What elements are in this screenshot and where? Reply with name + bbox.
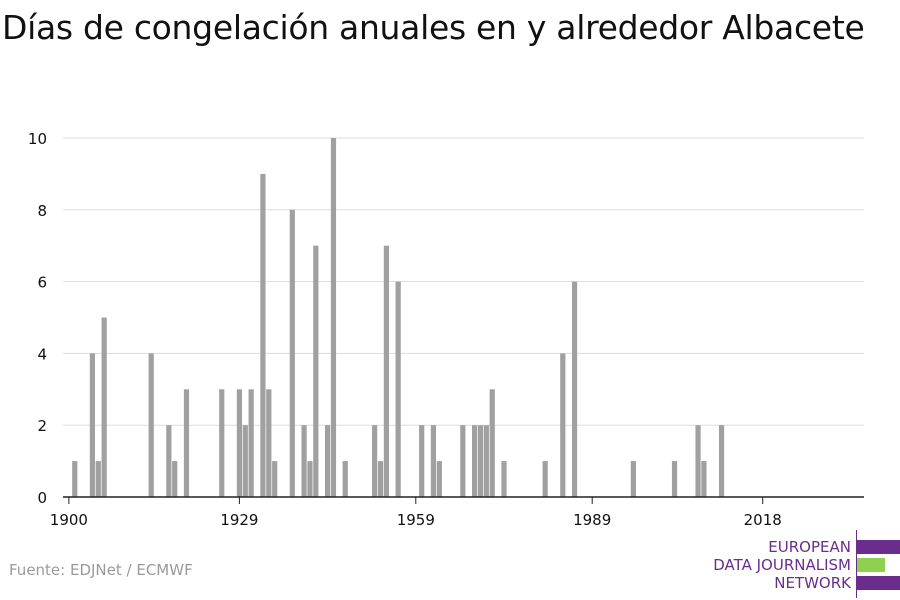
grid-lines [63, 137, 864, 426]
bar [560, 353, 566, 497]
bar [260, 173, 266, 497]
x-tick-label: 1989 [573, 511, 611, 529]
bar [383, 245, 389, 497]
x-tick-label: 1900 [50, 511, 88, 529]
bar [571, 281, 578, 497]
bar [477, 425, 484, 497]
bar [472, 425, 478, 497]
bar [272, 461, 278, 497]
bar [542, 461, 548, 497]
bar [183, 389, 190, 497]
bar [630, 461, 636, 497]
x-tick-labels: 1900 1929 1959 1989 2018 [50, 511, 782, 529]
bar [718, 425, 725, 497]
bar [95, 461, 101, 497]
bar [372, 425, 378, 497]
bar [219, 389, 225, 497]
bar [266, 389, 272, 497]
bar [248, 389, 254, 497]
logo-line-3: NETWORK [774, 574, 851, 592]
bar [395, 281, 401, 497]
bar [148, 353, 154, 497]
bar [501, 461, 507, 497]
bar [166, 425, 172, 497]
y-tick-label: 8 [37, 202, 47, 220]
x-tick-label: 1929 [220, 511, 258, 529]
logo-bar-green [857, 558, 885, 572]
bar [430, 425, 437, 497]
bar [695, 425, 701, 497]
bar [242, 425, 248, 497]
y-tick-label: 10 [28, 130, 47, 148]
logo-line-1: EUROPEAN [768, 538, 851, 556]
bar [377, 461, 384, 497]
bar [89, 353, 95, 497]
logo-bar-purple-top [857, 540, 900, 554]
bar [172, 461, 178, 497]
x-tick-label: 1959 [397, 511, 435, 529]
y-tick-label: 0 [37, 489, 47, 507]
y-tick-labels: 0 2 4 6 8 10 [28, 130, 47, 507]
bar [489, 389, 495, 497]
bar [301, 425, 307, 497]
logo-line-2: DATA JOURNALISM [713, 556, 851, 574]
bar [701, 461, 707, 497]
bar [460, 425, 466, 497]
axes [63, 496, 864, 504]
bar [671, 461, 678, 497]
edjnet-logo: EUROPEAN DATA JOURNALISM NETWORK [700, 530, 900, 600]
bar [313, 245, 319, 497]
logo-bar-purple-bottom [857, 576, 900, 590]
bar [289, 209, 295, 498]
bar [419, 425, 425, 497]
logo-divider [856, 530, 857, 598]
y-tick-label: 6 [37, 274, 47, 292]
bar [307, 461, 313, 497]
y-tick-label: 4 [37, 345, 47, 363]
bar [72, 461, 78, 497]
bar [325, 425, 331, 497]
y-tick-label: 2 [37, 417, 47, 435]
bar [342, 461, 348, 497]
chart-title: Días de congelación anuales en y alreded… [2, 8, 865, 47]
bar [101, 317, 107, 497]
bar [330, 138, 337, 497]
bar [236, 389, 242, 497]
bar [483, 425, 489, 497]
bars [72, 138, 725, 498]
source-note: Fuente: EDJNet / ECMWF [9, 561, 193, 579]
x-tick-label: 2018 [744, 511, 782, 529]
bar [436, 461, 442, 497]
